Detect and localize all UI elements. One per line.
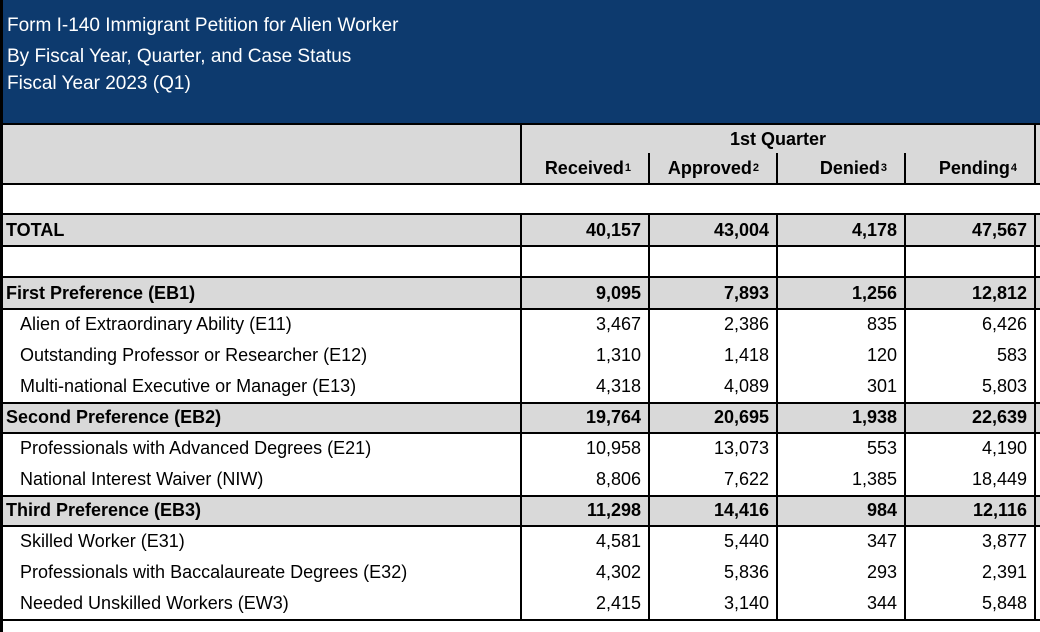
received-value: 10,958 bbox=[585, 438, 641, 458]
received-value: 9,095 bbox=[595, 282, 641, 303]
approved-value: 7,622 bbox=[723, 469, 769, 489]
rule bbox=[776, 213, 778, 619]
denied-value: 301 bbox=[866, 376, 897, 396]
row-label: First Preference (EB1) bbox=[6, 282, 196, 303]
report-period: Fiscal Year 2023 (Q1) bbox=[7, 73, 191, 94]
denied-value: 1,938 bbox=[851, 407, 897, 427]
received-value: 2,415 bbox=[595, 593, 641, 613]
pending-value: 12,812 bbox=[971, 282, 1027, 303]
received-value: 4,581 bbox=[595, 531, 641, 551]
rule bbox=[776, 153, 778, 183]
column-header-pending: Pending 4 bbox=[905, 153, 1035, 183]
row-label: Outstanding Professor or Researcher (E12… bbox=[20, 345, 368, 365]
received-value: 8,806 bbox=[595, 469, 641, 489]
pending-value: 22,639 bbox=[971, 407, 1027, 427]
denied-value: 1,385 bbox=[851, 469, 897, 489]
pending-value: 18,449 bbox=[971, 469, 1027, 489]
column-label: Pending bbox=[938, 157, 1010, 178]
denied-value: 293 bbox=[866, 562, 897, 582]
pending-value: 5,803 bbox=[981, 376, 1027, 396]
report-subtitle: By Fiscal Year, Quarter, and Case Status bbox=[7, 46, 352, 67]
approved-value: 43,004 bbox=[713, 219, 769, 240]
spacer-row bbox=[3, 183, 1040, 213]
column-header-approved: Approved 2 bbox=[649, 153, 777, 183]
rule bbox=[904, 153, 906, 183]
row-label: Third Preference (EB3) bbox=[6, 500, 202, 520]
approved-value: 7,893 bbox=[723, 282, 769, 303]
approved-value: 2,386 bbox=[723, 314, 769, 334]
denied-value: 347 bbox=[866, 531, 897, 551]
row-label: Professionals with Baccalaureate Degrees… bbox=[20, 562, 408, 582]
footnote-marker: 4 bbox=[1010, 162, 1017, 174]
pending-value: 3,877 bbox=[981, 531, 1027, 551]
row-label: Professionals with Advanced Degrees (E21… bbox=[20, 438, 372, 458]
rule bbox=[520, 125, 522, 183]
approved-value: 3,140 bbox=[723, 593, 769, 613]
table-row: Professionals with Advanced Degrees (E21… bbox=[3, 433, 1040, 464]
footnote-marker: 3 bbox=[880, 162, 887, 174]
pending-value: 47,567 bbox=[971, 219, 1027, 240]
rule bbox=[3, 619, 1040, 621]
received-value: 11,298 bbox=[586, 500, 641, 520]
approved-value: 1,418 bbox=[723, 345, 769, 365]
column-header-denied: Denied 3 bbox=[777, 153, 905, 183]
received-value: 19,764 bbox=[585, 407, 641, 427]
received-value: 4,302 bbox=[595, 562, 641, 582]
received-value: 3,467 bbox=[595, 314, 641, 334]
pending-value: 6,426 bbox=[981, 314, 1027, 334]
report-title: Form I-140 Immigrant Petition for Alien … bbox=[7, 15, 399, 36]
approved-value: 13,073 bbox=[713, 438, 769, 458]
denied-value: 120 bbox=[866, 345, 897, 365]
pending-value: 5,848 bbox=[981, 593, 1027, 613]
row-label: Second Preference (EB2) bbox=[6, 407, 222, 427]
rule bbox=[3, 183, 1040, 185]
title-banner: Form I-140 Immigrant Petition for Alien … bbox=[0, 0, 1040, 125]
received-value: 40,157 bbox=[585, 219, 641, 240]
received-value: 1,310 bbox=[595, 345, 641, 365]
rule bbox=[1034, 213, 1036, 619]
denied-value: 835 bbox=[866, 314, 897, 334]
approved-value: 20,695 bbox=[713, 407, 769, 427]
denied-value: 1,256 bbox=[851, 282, 897, 303]
footnote-marker: 1 bbox=[624, 162, 631, 174]
approved-value: 5,836 bbox=[723, 562, 769, 582]
data-table: 1st Quarter Received 1 Approved 2 Denied 3 … bbox=[0, 125, 1040, 632]
column-label: Received bbox=[544, 157, 624, 178]
pending-value: 12,116 bbox=[972, 500, 1027, 520]
table-row: Outstanding Professor or Researcher (E12… bbox=[3, 340, 1040, 371]
row-label: Alien of Extraordinary Ability (E11) bbox=[20, 314, 292, 334]
rule bbox=[1034, 125, 1036, 183]
row-label: Skilled Worker (E31) bbox=[20, 531, 185, 551]
column-label: Approved bbox=[667, 157, 752, 178]
denied-value: 984 bbox=[866, 500, 897, 520]
approved-value: 14,416 bbox=[713, 500, 769, 520]
table-row: National Interest Waiver (NIW) 8,806 7,6… bbox=[3, 464, 1040, 495]
pending-value: 4,190 bbox=[981, 438, 1027, 458]
rule bbox=[648, 213, 650, 619]
denied-value: 4,178 bbox=[851, 219, 897, 240]
column-label: Denied bbox=[819, 157, 880, 178]
received-value: 4,318 bbox=[595, 376, 641, 396]
row-label: Needed Unskilled Workers (EW3) bbox=[20, 593, 289, 613]
rule bbox=[648, 153, 650, 183]
denied-value: 344 bbox=[866, 593, 897, 613]
table-row: Needed Unskilled Workers (EW3) 2,415 3,1… bbox=[3, 588, 1040, 619]
table-row: Alien of Extraordinary Ability (E11) 3,4… bbox=[3, 309, 1040, 340]
rule bbox=[904, 213, 906, 619]
quarter-header: 1st Quarter bbox=[729, 128, 827, 149]
pending-value: 2,391 bbox=[981, 562, 1027, 582]
column-header-received: Received 1 bbox=[521, 153, 649, 183]
denied-value: 553 bbox=[866, 438, 897, 458]
footnote-marker: 2 bbox=[752, 162, 759, 174]
row-label: National Interest Waiver (NIW) bbox=[20, 469, 264, 489]
rule bbox=[520, 213, 522, 619]
pending-value: 583 bbox=[996, 345, 1027, 365]
table-row: Multi-national Executive or Manager (E13… bbox=[3, 371, 1040, 402]
table-row: Professionals with Baccalaureate Degrees… bbox=[3, 557, 1040, 588]
row-label: TOTAL bbox=[6, 219, 65, 240]
approved-value: 5,440 bbox=[723, 531, 769, 551]
row-label: Multi-national Executive or Manager (E13… bbox=[20, 376, 357, 396]
approved-value: 4,089 bbox=[723, 376, 769, 396]
table-row: Skilled Worker (E31) 4,581 5,440 347 3,8… bbox=[3, 526, 1040, 557]
